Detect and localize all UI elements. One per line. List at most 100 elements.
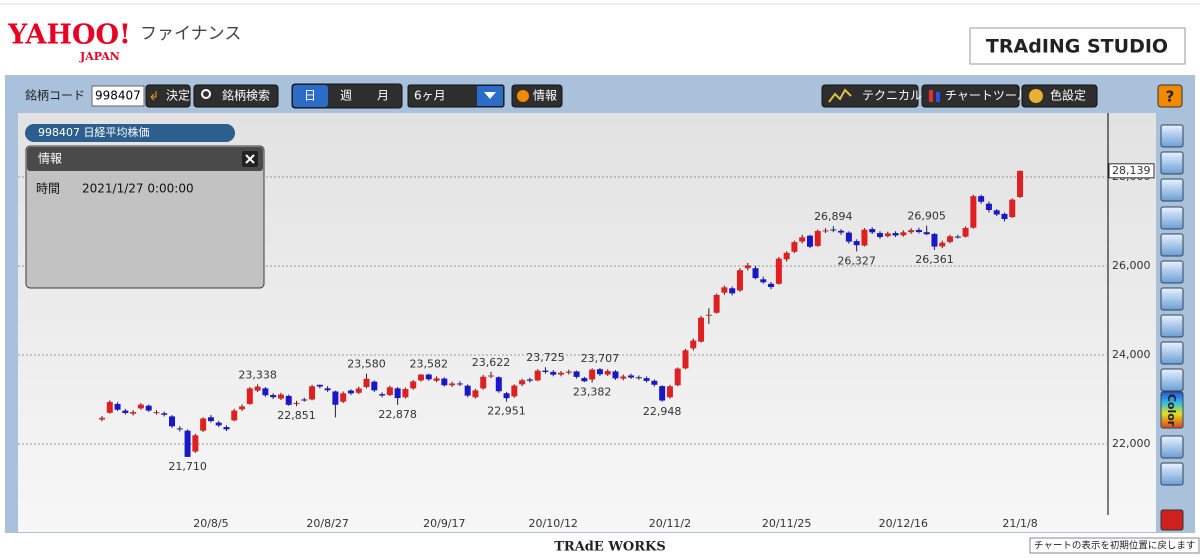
candle-body — [698, 317, 705, 342]
candle-body — [643, 378, 650, 381]
tool-icon[interactable] — [1160, 124, 1184, 148]
help-button[interactable] — [1157, 84, 1183, 108]
candle-body — [137, 404, 144, 409]
candle-body — [324, 388, 331, 391]
side-tools — [1160, 124, 1184, 531]
candle-body — [441, 378, 448, 386]
candle-body — [923, 232, 930, 235]
tool-icon[interactable] — [1160, 341, 1184, 365]
palette-icon — [1029, 89, 1043, 103]
candle-body — [806, 235, 813, 247]
tool-icon[interactable] — [1160, 462, 1184, 486]
candle-body — [355, 388, 362, 393]
candle-body — [347, 390, 354, 394]
day-button[interactable] — [293, 85, 328, 107]
candle-body — [589, 369, 596, 380]
decide-label[interactable]: 決定 — [166, 88, 190, 103]
candle-body — [550, 371, 557, 375]
week-label[interactable]: 週 — [340, 89, 352, 103]
x-tick-label: 20/8/5 — [193, 517, 228, 530]
candle-body — [417, 374, 424, 381]
low-label: 22,951 — [487, 405, 526, 418]
candle-body — [176, 428, 183, 430]
chart-tool-button[interactable] — [921, 84, 1020, 108]
code-input[interactable] — [91, 85, 145, 107]
candle-body — [394, 388, 401, 399]
candle-body — [1009, 199, 1016, 218]
tool-icon[interactable] — [1160, 178, 1184, 202]
candle-body — [1001, 213, 1008, 220]
candle-body — [456, 383, 463, 385]
range-value[interactable]: 6ヶ月 — [414, 89, 446, 103]
candle-body — [99, 417, 105, 420]
studio-button-label[interactable]: TRAdING STUDIO — [986, 36, 1168, 58]
tool-icon[interactable] — [1160, 435, 1184, 459]
low-label: 22,948 — [643, 405, 682, 418]
tool-icon[interactable] — [1160, 233, 1184, 257]
x-tick-label: 20/9/17 — [423, 517, 465, 530]
candle-body — [674, 368, 681, 386]
color-label[interactable]: 色設定 — [1050, 88, 1086, 103]
candle-body — [612, 371, 619, 379]
symbol-tab[interactable] — [25, 124, 235, 142]
technical-label[interactable]: テクニカル — [862, 89, 922, 103]
tool-icon[interactable] — [1160, 368, 1184, 392]
info-panel-header — [27, 147, 263, 171]
candle-body — [729, 288, 736, 294]
footer-brand: TRAdE WORKS — [554, 540, 666, 555]
high-label: 23,580 — [347, 358, 386, 371]
studio-button[interactable] — [969, 27, 1186, 65]
tool-icon[interactable] — [1160, 206, 1184, 230]
candle-body — [1017, 170, 1024, 198]
reset-tool[interactable] — [1160, 509, 1184, 531]
candle-body — [830, 229, 837, 231]
code-label: 銘柄コード — [25, 88, 85, 103]
candle-body — [736, 270, 743, 291]
x-tick-label: 20/12/16 — [879, 517, 928, 530]
y-tick-label: 22,000 — [1112, 437, 1151, 450]
time-label: 時間 — [36, 182, 60, 196]
tool-icon[interactable] — [1160, 287, 1184, 311]
search-label[interactable]: 銘柄検索 — [222, 88, 270, 103]
candle-body — [410, 381, 417, 389]
info-label[interactable]: 情報 — [533, 89, 557, 103]
candle-body — [628, 375, 635, 378]
code-value[interactable]: 998407 — [95, 89, 141, 103]
candle-body — [534, 370, 541, 381]
candle-body — [822, 230, 829, 232]
high-label: 23,338 — [238, 368, 277, 381]
chart-tool-label[interactable]: チャートツール — [945, 89, 1029, 103]
candle-body — [246, 388, 253, 404]
candle-body — [931, 233, 938, 247]
candle-body — [581, 378, 588, 382]
candle-body — [620, 376, 627, 379]
candle-body — [340, 393, 347, 402]
tool-icon[interactable] — [1160, 314, 1184, 338]
candle-body — [744, 265, 751, 269]
candle-body — [488, 375, 494, 377]
symbol-tab-label[interactable]: 998407 日経平均株価 — [38, 125, 150, 139]
candle-body — [293, 403, 300, 405]
candle-body — [519, 380, 526, 385]
low-label: 26,327 — [837, 254, 876, 267]
search-button[interactable] — [193, 84, 279, 108]
candle-body — [791, 242, 798, 252]
tool-icon[interactable] — [1160, 151, 1184, 175]
candle-body — [145, 405, 152, 411]
tool-icon[interactable] — [1160, 260, 1184, 284]
high-label: 26,905 — [907, 210, 946, 223]
candle-body — [402, 389, 409, 398]
low-label: 21,710 — [168, 460, 207, 473]
candle-body — [363, 378, 370, 388]
candle-body — [239, 406, 246, 410]
x-tick-label: 20/8/27 — [306, 517, 348, 530]
candle-body — [114, 403, 121, 410]
day-label[interactable]: 日 — [304, 89, 316, 103]
candle-body — [565, 371, 572, 373]
color-button[interactable] — [1021, 84, 1098, 108]
help-label[interactable]: ? — [1166, 88, 1175, 106]
color-tool[interactable] — [1160, 391, 1184, 429]
month-label[interactable]: 月 — [377, 89, 389, 103]
decide-button[interactable] — [145, 84, 191, 108]
